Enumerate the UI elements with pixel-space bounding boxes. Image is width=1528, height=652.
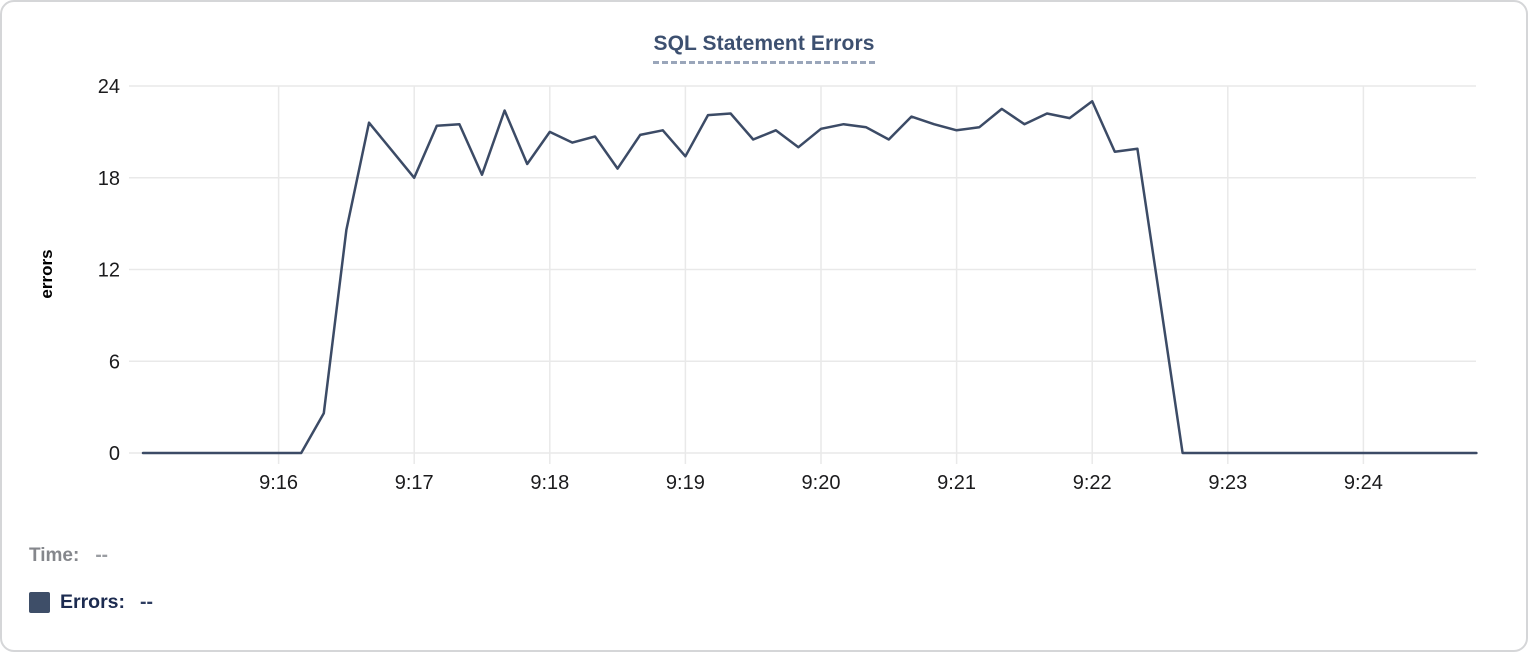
y-tick-label: 24 [98,76,120,98]
x-tick-label: 9:18 [530,472,569,494]
tooltip-time-label: Time: [29,545,80,566]
x-tick-label: 9:16 [259,472,298,494]
y-tick-label: 0 [109,443,120,465]
errors-series-swatch[interactable] [29,592,50,613]
legend-errors-label: Errors: [60,591,126,613]
y-tick-label: 18 [98,168,120,190]
x-tick-label: 9:17 [395,472,434,494]
legend-errors-row[interactable]: Errors: -- [29,591,153,614]
chart-header: SQL Statement Errors [2,32,1526,64]
x-tick-label: 9:23 [1208,472,1247,494]
y-tick-label: 12 [98,260,120,282]
tooltip-time-value: -- [95,545,108,566]
tooltip-time-row: Time: -- [29,545,108,567]
chart-title[interactable]: SQL Statement Errors [653,32,875,64]
y-axis-label: errors [37,249,56,298]
errors-series-line [141,100,1478,455]
errors-line-chart-canvas[interactable]: 9:16 9:17 9:18 9:19 9:20 9:21 9:22 9:23 9:24 24 18… [2,2,1528,507]
x-tick-label: 9:24 [1344,472,1383,494]
tooltip-errors-value: -- [140,591,154,613]
y-tick-label: 6 [109,351,120,373]
x-tick-label: 9:22 [1073,472,1112,494]
x-tick-label: 9:20 [802,472,841,494]
x-tick-label: 9:19 [666,472,705,494]
x-tick-label: 9:21 [937,472,976,494]
